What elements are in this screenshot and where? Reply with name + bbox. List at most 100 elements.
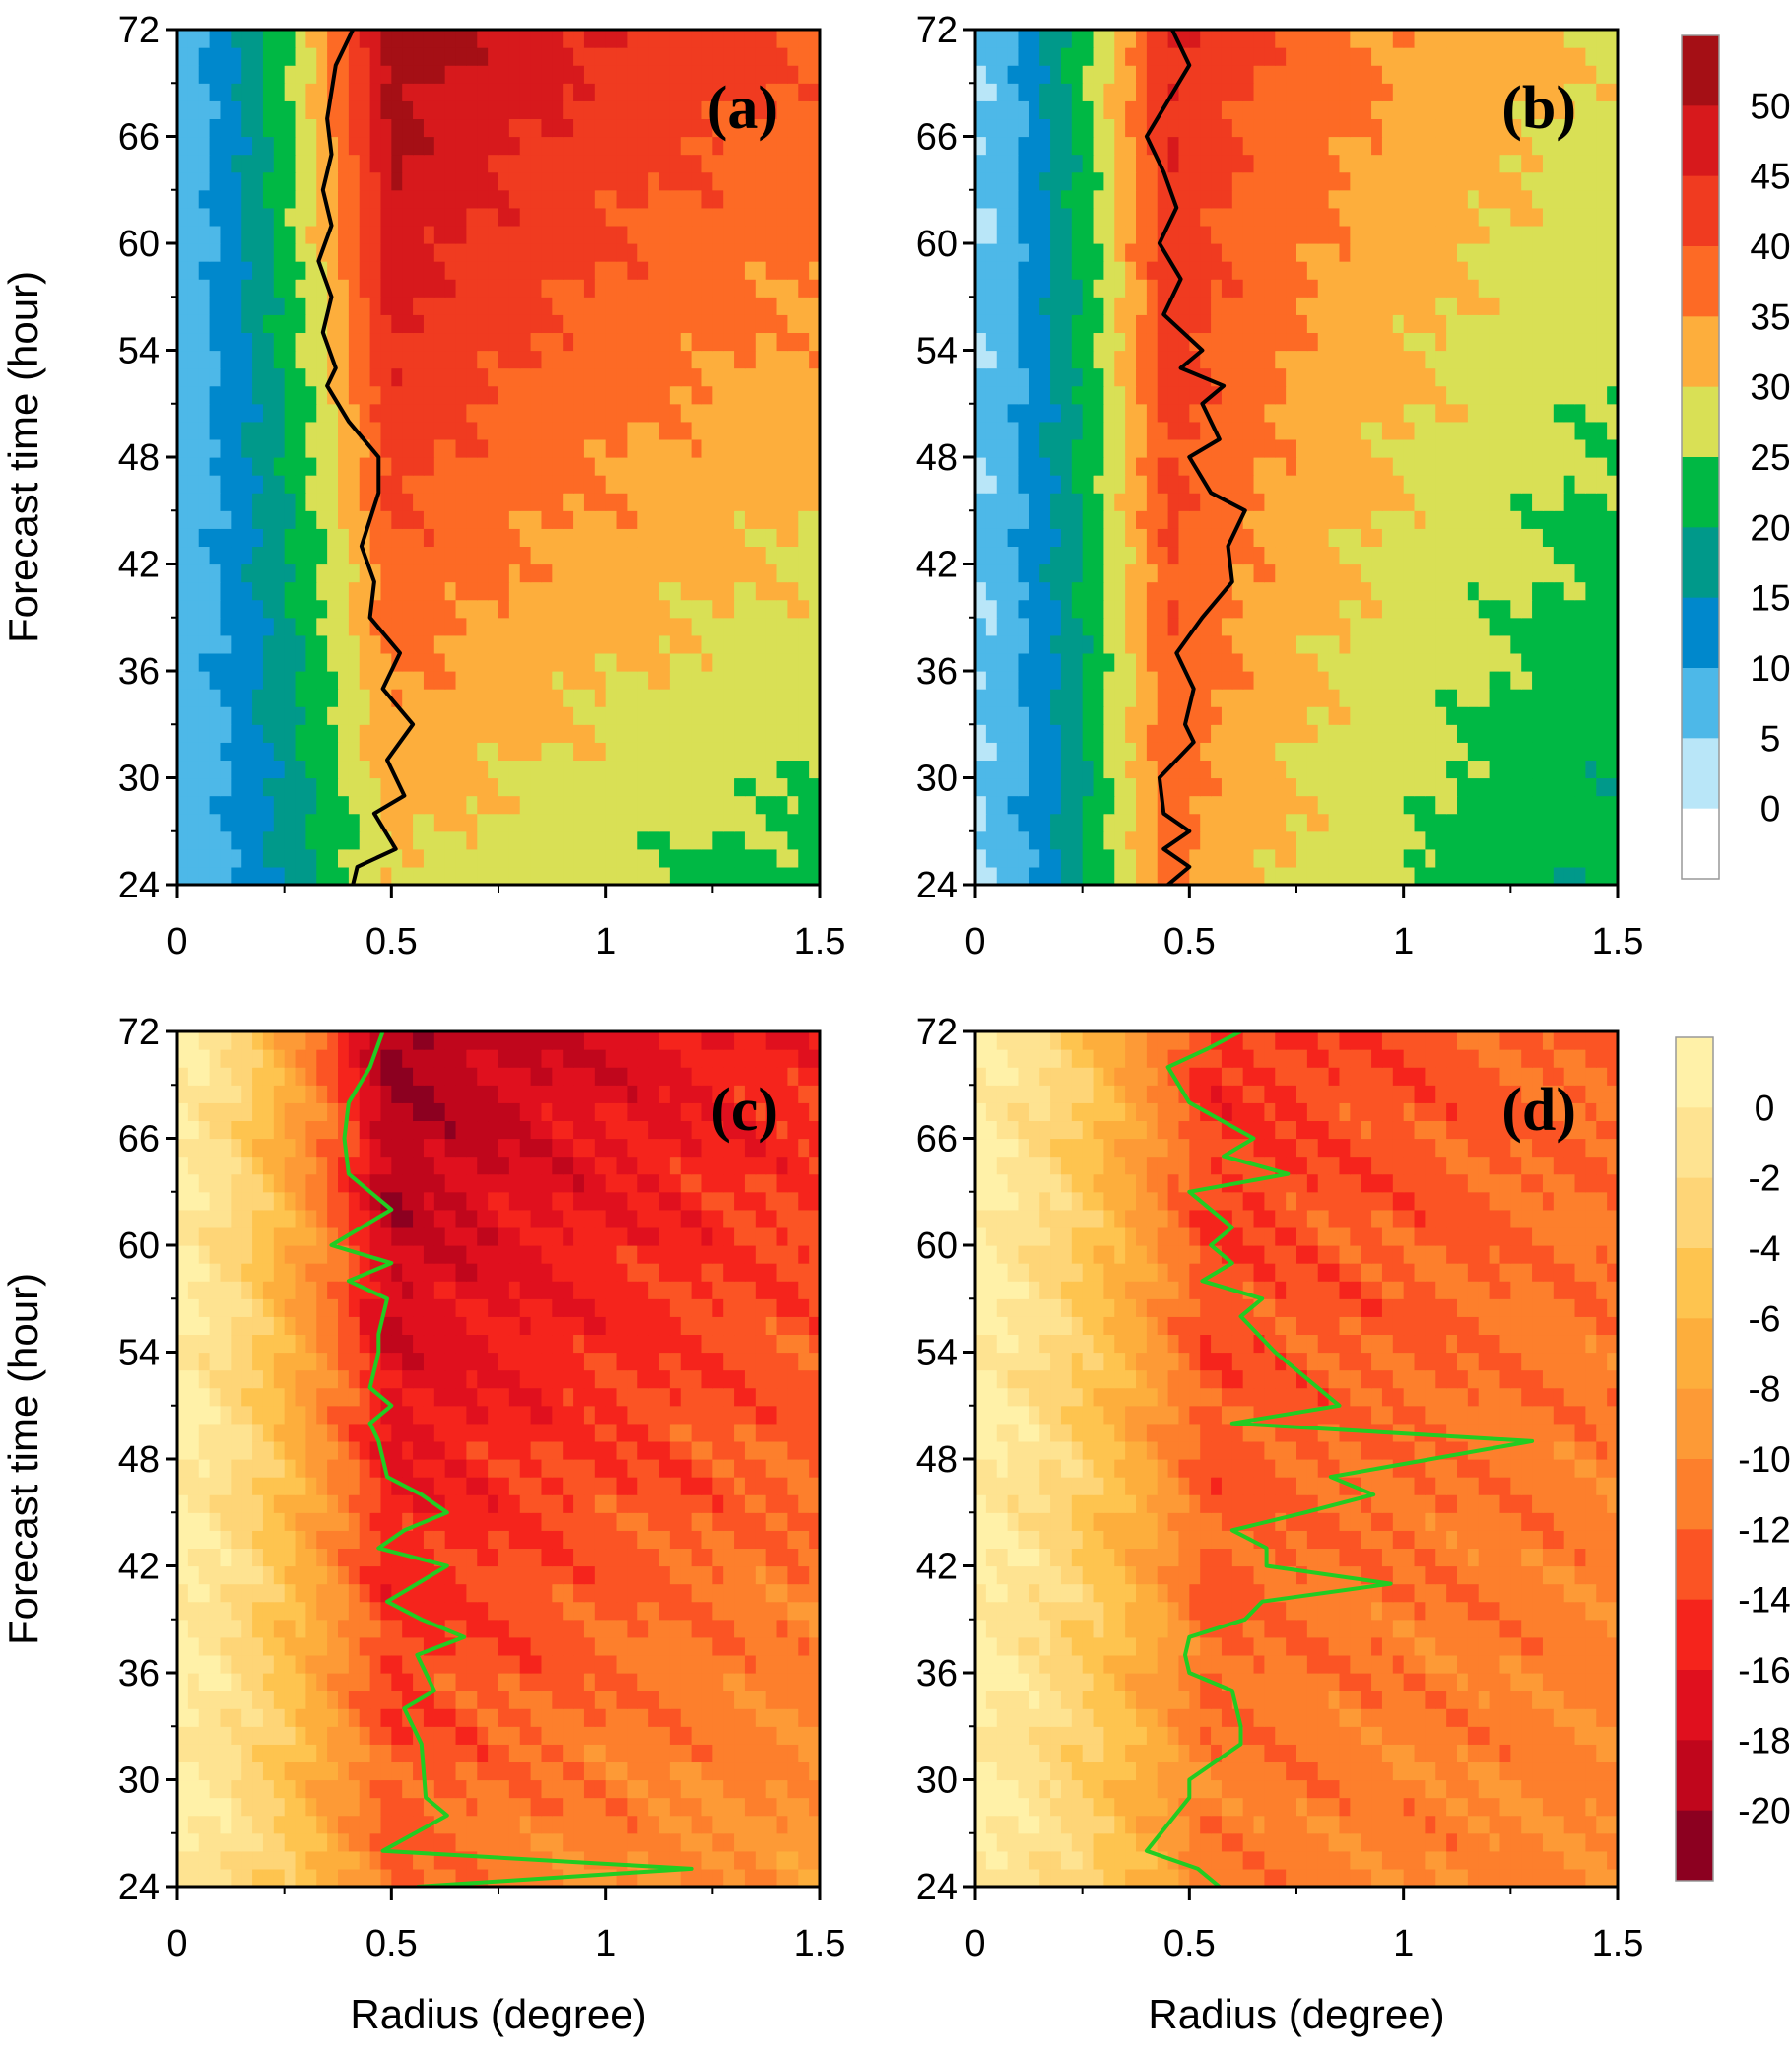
field-cell [338,65,350,84]
field-cell [1286,564,1297,583]
field-cell [627,493,638,511]
field-cell [402,154,414,173]
field-cell [648,421,660,440]
field-cell [1007,279,1020,298]
field-cell [637,795,649,815]
field-cell [1574,617,1586,636]
field-cell [338,154,350,173]
field-cell [712,421,724,440]
field-cell [391,617,403,636]
field-cell [1018,866,1029,885]
field-cell [477,634,489,654]
field-cell [691,706,703,725]
field-cell [1231,546,1244,565]
field-cell [530,438,543,458]
field-cell [262,136,275,156]
field-cell [198,866,211,885]
field-cell [444,510,457,529]
field-cell [1189,564,1201,583]
field-cell [1361,279,1372,298]
field-cell [295,830,306,850]
field-cell [1532,546,1544,565]
field-cell [996,297,1009,315]
field-cell [1071,848,1084,868]
field-cell [1264,581,1276,601]
field-cell [391,599,403,619]
field-cell [413,47,425,66]
field-cell [177,225,189,244]
field-cell [1200,760,1212,779]
field-cell [627,171,638,191]
field-cell [1585,866,1597,885]
field-cell [1392,385,1405,405]
field-cell [284,314,297,334]
field-cell [338,830,350,850]
field-cell [1167,777,1180,797]
field-cell [1221,510,1233,529]
field-cell [1371,546,1383,565]
field-cell [659,848,671,868]
field-cell [187,546,200,565]
field-cell [1189,297,1201,315]
field-cell [498,813,510,832]
field-cell [1221,564,1233,583]
field-cell [1489,724,1501,743]
field-cell [1489,314,1501,334]
field-cell [1211,564,1223,583]
field-cell [198,671,211,690]
field-cell [1231,528,1244,548]
field-cell [187,30,200,48]
field-cell [798,171,810,191]
field-cell [1381,581,1394,601]
field-cell [1178,297,1190,315]
field-cell [1125,297,1137,315]
field-cell [413,385,425,405]
field-cell [273,742,286,762]
field-cell [423,261,435,280]
field-cell [1050,314,1062,334]
field-cell [402,795,414,815]
field-cell [541,528,553,548]
field-cell [1478,866,1491,885]
field-cell [359,795,371,815]
field-cell [1510,385,1522,405]
field-cell [1489,493,1501,511]
field-cell [765,760,778,779]
field-cell [809,724,820,743]
field-cell [734,118,746,138]
field-cell [701,367,713,387]
field-cell [659,314,671,334]
field-cell [1425,564,1436,583]
field-cell [1253,760,1265,779]
field-cell [1381,617,1394,636]
field-cell [1167,546,1180,565]
field-cell [680,671,693,690]
field-cell [209,83,222,101]
field-cell [444,652,457,672]
field-cell [369,350,382,369]
field-cell [1446,332,1458,352]
field-cell [1275,742,1287,762]
field-cell [295,795,306,815]
field-cell [177,403,189,423]
field-cell [985,528,998,548]
field-cell [1103,848,1115,868]
field-cell [637,848,649,868]
field-cell [1018,724,1029,743]
field-cell [1499,706,1511,725]
field-cell [1607,795,1618,815]
field-cell [1521,421,1533,440]
field-cell [1221,724,1233,743]
field-cell [455,599,467,619]
field-cell [209,866,222,885]
field-cell [1414,297,1426,315]
field-cell [1457,564,1469,583]
field-cell [616,100,628,120]
field-cell [444,207,457,227]
field-cell [1446,599,1458,619]
field-cell [691,225,703,244]
field-cell [1082,510,1095,529]
field-cell [1371,634,1383,654]
field-cell [1071,689,1084,707]
field-cell [776,385,788,405]
